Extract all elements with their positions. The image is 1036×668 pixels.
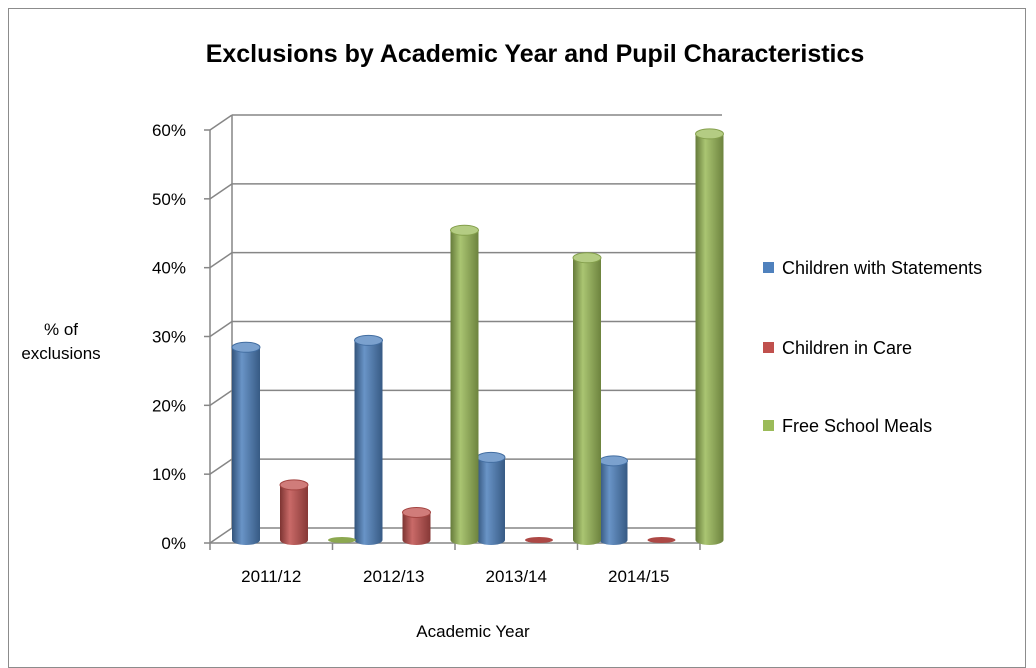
gridline-side bbox=[209, 114, 233, 131]
y-tick-label: 50% bbox=[152, 190, 186, 209]
chart-title: Exclusions by Academic Year and Pupil Ch… bbox=[205, 40, 865, 68]
legend-item-children-with-statements: Children with Statements bbox=[763, 258, 982, 280]
bar-top bbox=[695, 128, 724, 140]
y-tick-label: 40% bbox=[152, 259, 186, 278]
x-tick-label: 2011/12 bbox=[241, 567, 301, 586]
x-tick-label: 2012/13 bbox=[363, 567, 424, 586]
bar-top bbox=[572, 252, 602, 264]
legend-label: Children in Care bbox=[782, 338, 913, 358]
legend-label: Children with Statements bbox=[782, 258, 983, 278]
y-tick-label: 20% bbox=[152, 396, 186, 415]
legend-swatch bbox=[763, 262, 774, 273]
bar bbox=[599, 460, 628, 545]
gridline-side bbox=[209, 252, 233, 269]
bar bbox=[354, 340, 383, 545]
gridline-side bbox=[209, 458, 233, 475]
y-tick-label: 0% bbox=[161, 534, 186, 553]
bar-top bbox=[354, 334, 383, 346]
bar-top bbox=[231, 341, 261, 353]
y-axis-title: % of exclusions bbox=[21, 320, 101, 363]
bar bbox=[450, 230, 479, 545]
legend-swatch bbox=[763, 420, 774, 431]
bar bbox=[402, 512, 431, 545]
y-tick-label: 30% bbox=[152, 328, 186, 347]
bar bbox=[477, 457, 505, 545]
bar-top bbox=[450, 224, 479, 236]
x-axis-title: Academic Year bbox=[416, 622, 530, 641]
y-tick-label: 60% bbox=[152, 121, 186, 140]
bar-top bbox=[402, 506, 431, 518]
y-tick-label: 10% bbox=[152, 465, 186, 484]
bar-top bbox=[476, 451, 506, 463]
legend-item-children-in-care: Children in Care bbox=[763, 338, 912, 360]
bar-top bbox=[599, 455, 628, 467]
bar-zero bbox=[525, 537, 553, 543]
bar bbox=[280, 484, 308, 545]
bar bbox=[232, 347, 260, 545]
chart-frame bbox=[8, 8, 1026, 668]
bar-top bbox=[279, 479, 309, 491]
bar bbox=[573, 257, 601, 545]
gridline-side bbox=[209, 527, 233, 544]
bar-zero bbox=[328, 537, 356, 543]
x-tick-label: 2014/15 bbox=[608, 567, 669, 586]
gridline-side bbox=[209, 320, 233, 338]
legend-swatch bbox=[763, 342, 774, 353]
legend-label: Free School Meals bbox=[782, 416, 933, 436]
bar bbox=[695, 133, 724, 545]
bar-zero bbox=[647, 537, 676, 543]
legend-item-free-school-meals: Free School Meals bbox=[763, 416, 932, 438]
x-tick-label: 2013/14 bbox=[486, 567, 547, 586]
gridline-side bbox=[209, 389, 233, 406]
gridline-side bbox=[209, 183, 233, 200]
